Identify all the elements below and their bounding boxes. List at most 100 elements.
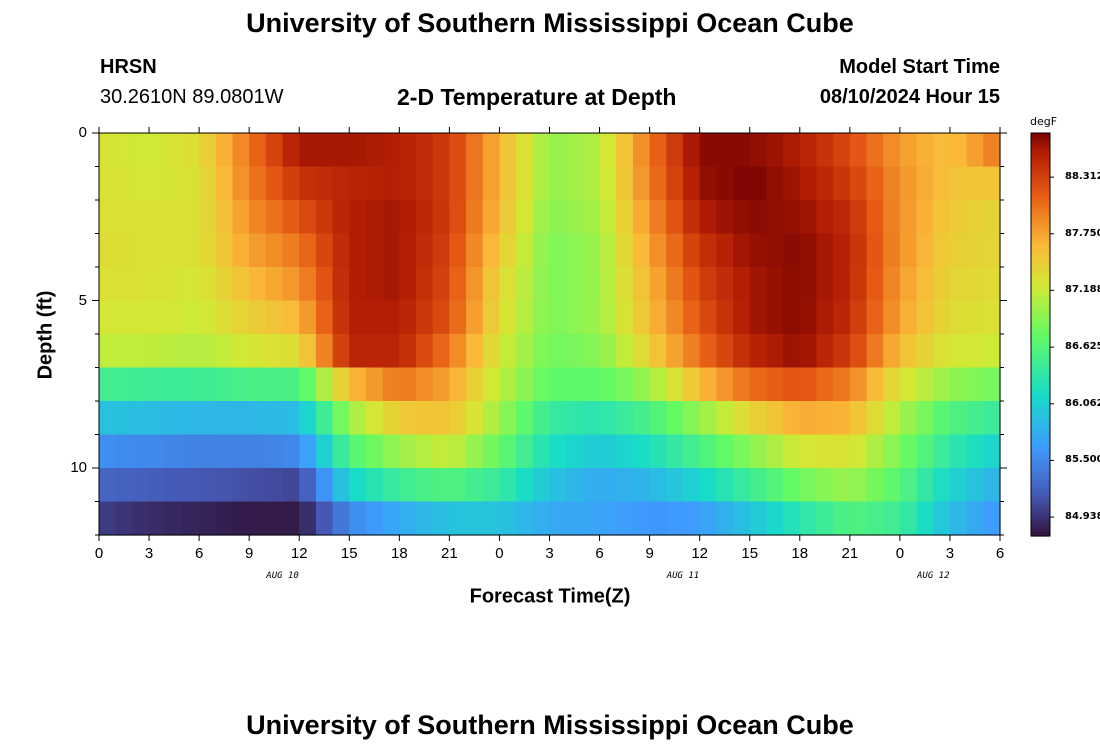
heatmap-cell (883, 267, 901, 302)
heatmap-cell (365, 367, 384, 402)
heatmap-cell (966, 233, 984, 268)
heatmap-cell (115, 166, 133, 201)
heatmap-cell (416, 367, 434, 402)
heatmap-cell (816, 267, 834, 302)
heatmap-cell (532, 200, 551, 235)
heatmap-cell (582, 501, 601, 536)
colorbar-step (1031, 223, 1050, 228)
heatmap-cell (165, 200, 184, 235)
colorbar-step (1031, 452, 1050, 456)
colorbar-step (1031, 381, 1050, 386)
heatmap-cell (516, 334, 534, 369)
colorbar-step (1031, 391, 1050, 396)
heatmap-cell (966, 401, 984, 436)
heatmap-cell (466, 434, 484, 469)
heatmap-cell (949, 166, 968, 201)
heatmap-cell (532, 166, 551, 201)
heatmap-cell (282, 300, 300, 335)
colorbar-step (1031, 180, 1050, 184)
heatmap-cell (766, 300, 784, 335)
heatmap-cell (933, 200, 951, 235)
heatmap-cell (749, 166, 768, 201)
heatmap-cell (232, 367, 250, 402)
heatmap-cell (983, 434, 1001, 469)
heatmap-cell (449, 300, 467, 335)
heatmap-cell (699, 501, 717, 536)
heatmap-cell (416, 468, 434, 503)
colorbar-tick-label: 86.062 (1065, 397, 1100, 409)
heatmap-cell (132, 267, 150, 302)
heatmap-cell (616, 334, 634, 369)
heatmap-cell (365, 200, 384, 235)
heatmap-cell (749, 434, 768, 469)
heatmap-cell (432, 133, 450, 168)
colorbar-tick-label: 87.188 (1065, 284, 1100, 296)
colorbar-step (1031, 297, 1050, 302)
heatmap-cell (282, 267, 300, 302)
heatmap-cell (499, 133, 517, 168)
colorbar-step (1031, 354, 1050, 359)
heatmap-cell (766, 233, 784, 268)
heatmap-cell (966, 200, 984, 235)
heatmap-cell (899, 334, 918, 369)
heatmap-cell (399, 166, 417, 201)
heatmap-cell (866, 133, 884, 168)
heatmap-cell (282, 166, 300, 201)
heatmap-cell (799, 200, 818, 235)
heatmap-cell (249, 166, 267, 201)
heatmap-cell (983, 267, 1001, 302)
heatmap-cell (349, 334, 367, 369)
heatmap-cell (616, 267, 634, 302)
heatmap-cell (332, 468, 350, 503)
heatmap-cell (582, 133, 601, 168)
heatmap-cell (182, 501, 200, 536)
heatmap-cell (416, 434, 434, 469)
heatmap-cell (949, 233, 968, 268)
heatmap-cell (132, 501, 150, 536)
heatmap-cell (265, 468, 284, 503)
heatmap-cell (783, 401, 801, 436)
heatmap-cell (716, 200, 734, 235)
heatmap-cell (516, 233, 534, 268)
heatmap-cell (199, 166, 217, 201)
heatmap-cell (249, 501, 267, 536)
heatmap-cell (766, 166, 784, 201)
heatmap-cell (532, 501, 551, 536)
heatmap-cell (949, 367, 968, 402)
x-tick-label: 3 (545, 545, 554, 562)
heatmap-cell (315, 434, 334, 469)
heatmap-cell (949, 300, 968, 335)
heatmap-cell (249, 367, 267, 402)
colorbar-step (1031, 200, 1050, 205)
heatmap-cell (833, 501, 851, 536)
heatmap-cell (632, 166, 651, 201)
heatmap-cell (132, 334, 150, 369)
colorbar-step (1031, 341, 1050, 346)
x-tick-label: 0 (495, 545, 504, 562)
heatmap-cell (566, 501, 584, 536)
heatmap-cell (99, 501, 117, 536)
x-tick-label: 18 (390, 545, 408, 562)
heatmap-cell (716, 468, 734, 503)
heatmap-cell (983, 501, 1001, 536)
heatmap-cell (332, 166, 350, 201)
heatmap-cell (315, 334, 334, 369)
colorbar-step (1031, 156, 1050, 161)
heatmap-cell (482, 401, 501, 436)
heatmap-cell (365, 334, 384, 369)
heatmap-cell (299, 200, 317, 235)
heatmap-cell (849, 401, 868, 436)
heatmap-cell (99, 401, 117, 436)
heatmap-cell (382, 401, 400, 436)
heatmap-cell (382, 267, 400, 302)
colorbar-step (1031, 374, 1050, 379)
heatmap-cell (899, 468, 918, 503)
heatmap-cell (499, 367, 517, 402)
heatmap-cell (115, 401, 133, 436)
heatmap-cell (899, 166, 918, 201)
heatmap-cell (883, 233, 901, 268)
heatmap-cell (549, 401, 567, 436)
heatmap-cell (833, 468, 851, 503)
heatmap-cell (449, 501, 467, 536)
colorbar-step (1031, 421, 1050, 426)
